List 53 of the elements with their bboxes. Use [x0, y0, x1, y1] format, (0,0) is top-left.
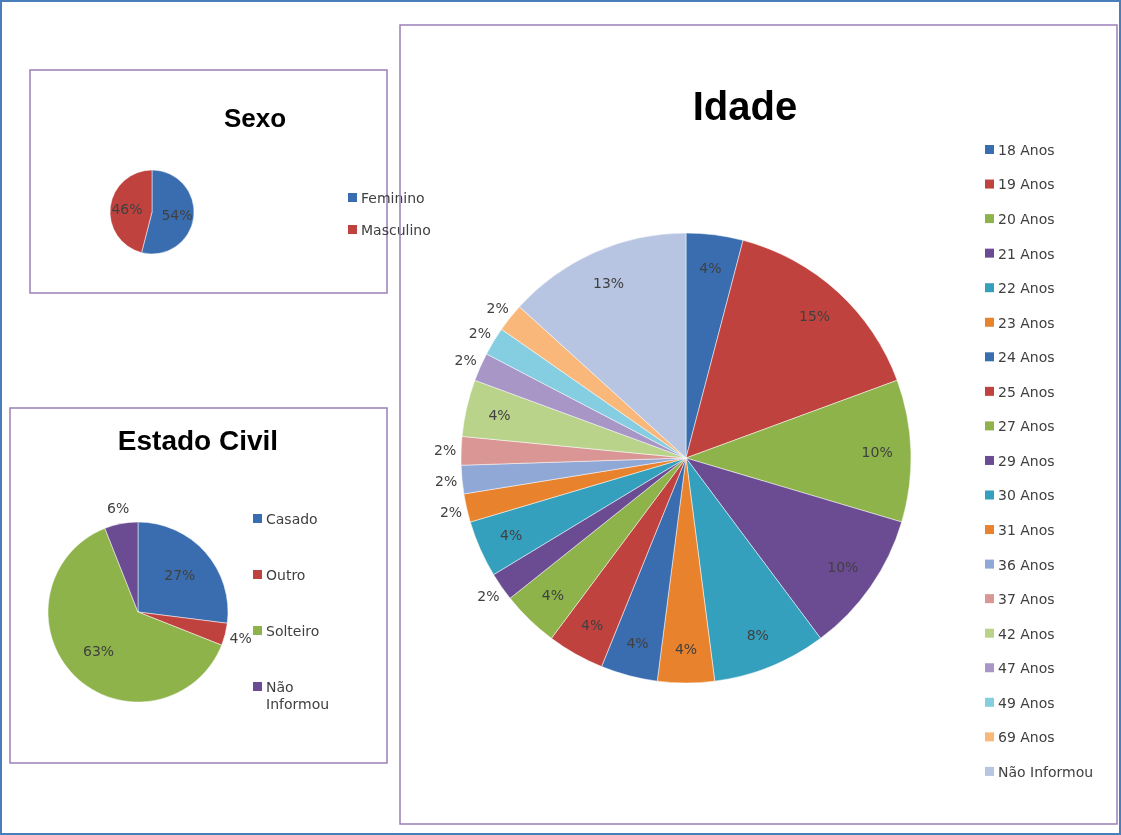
legend-label: 27 Anos [998, 418, 1055, 435]
legend-label: 21 Anos [998, 245, 1055, 262]
data-label: 8% [746, 627, 769, 644]
data-label: 2% [435, 473, 458, 490]
data-label: 4% [488, 407, 511, 424]
data-label: 15% [799, 308, 831, 325]
legend-label: 18 Anos [998, 141, 1055, 158]
data-label: 2% [468, 324, 492, 341]
legend-label: Masculino [361, 221, 431, 238]
data-label: 2% [434, 442, 457, 459]
data-label: 63% [82, 643, 115, 660]
data-label: 10% [861, 443, 893, 460]
legend-label: Não Informou [266, 678, 330, 713]
legend-label: 69 Anos [998, 729, 1055, 746]
legend-label: 22 Anos [998, 280, 1055, 297]
legend-label: Feminino [361, 189, 425, 206]
data-label: 2% [454, 352, 477, 369]
legend-label: 19 Anos [998, 176, 1055, 193]
legend-label: 20 Anos [998, 211, 1055, 227]
legend-label: 29 Anos [998, 452, 1055, 469]
legend-label: 47 Anos [998, 660, 1055, 677]
legend-label: 25 Anos [998, 383, 1055, 400]
data-label: 4% [500, 527, 523, 544]
legend-label: Não Informou [998, 763, 1094, 780]
legend-label: 23 Anos [998, 314, 1055, 331]
chart-title: Idade [692, 84, 798, 128]
legend-label: 30 Anos [998, 487, 1055, 504]
data-label: 54% [161, 207, 193, 224]
data-label: 46% [111, 200, 143, 217]
chart-title: Sexo [223, 103, 287, 133]
data-label: 13% [593, 275, 625, 292]
legend-label: Solteiro [266, 622, 320, 639]
data-label: 2% [486, 299, 509, 316]
data-label: 4% [626, 634, 649, 651]
data-label: 2% [439, 503, 463, 520]
data-label: 4% [229, 630, 252, 647]
data-label: 10% [827, 559, 859, 576]
data-label: 4% [541, 587, 565, 604]
legend-label: 49 Anos [998, 694, 1055, 711]
data-label: 2% [477, 587, 500, 604]
data-label: 6% [107, 499, 130, 516]
legend-label: Casado [266, 510, 318, 527]
legend-label: Outro [266, 566, 306, 583]
legend-label: 42 Anos [998, 625, 1055, 642]
legend-label: 31 Anos [998, 521, 1055, 538]
legend-label: 37 Anos [998, 591, 1055, 608]
data-label: 4% [699, 260, 722, 277]
legend-label: 24 Anos [998, 349, 1055, 366]
data-label: 4% [581, 616, 604, 633]
legend-label: 36 Anos [998, 556, 1055, 573]
data-label: 4% [674, 641, 698, 658]
data-label: 27% [164, 567, 196, 583]
chart-title: Estado Civil [117, 425, 279, 456]
